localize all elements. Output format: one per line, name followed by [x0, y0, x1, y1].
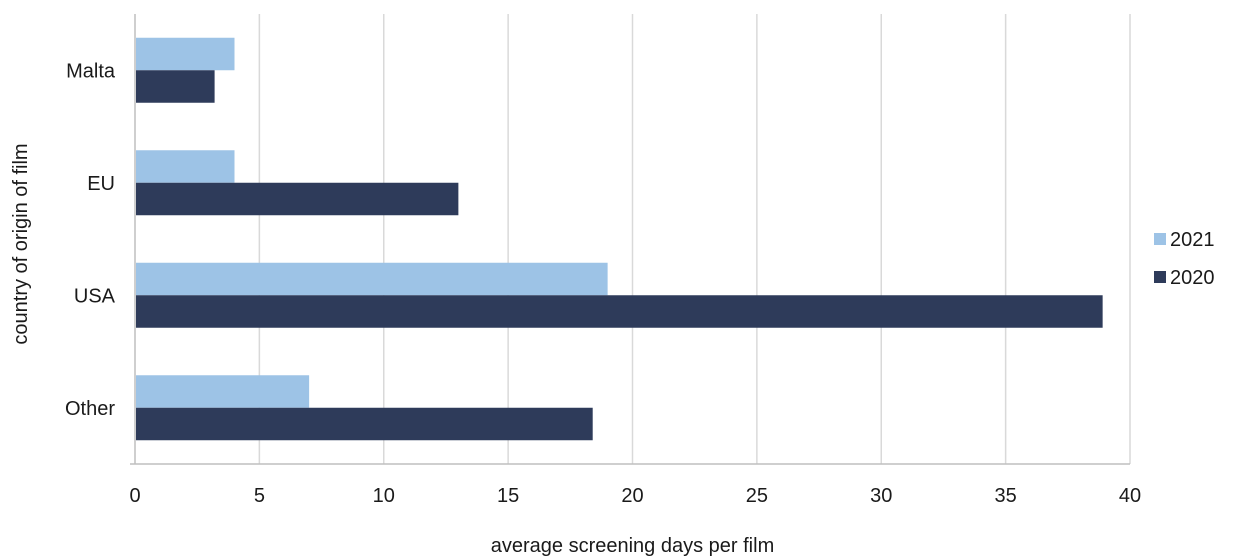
- y-tick-label: EU: [87, 173, 115, 195]
- x-tick-label: 30: [870, 485, 892, 507]
- x-tick-label: 15: [497, 485, 519, 507]
- bar-other-2021: [136, 375, 310, 408]
- bar-malta-2020: [136, 70, 215, 103]
- x-tick-label: 5: [254, 485, 265, 507]
- y-tick-label: Malta: [66, 60, 116, 82]
- x-tick-label: 0: [129, 485, 140, 507]
- x-tick-label: 20: [621, 485, 643, 507]
- legend-label-2020: 2020: [1170, 267, 1215, 289]
- bar-eu-2020: [136, 182, 459, 216]
- x-tick-labels: 0 5 10 15 20 25 30 35 40: [129, 485, 1141, 507]
- x-tick-label: 40: [1119, 485, 1141, 507]
- gridlines: [258, 14, 1131, 464]
- axes: [130, 14, 1130, 465]
- bar-malta-2021: [136, 37, 235, 71]
- bar-other-2020: [136, 407, 593, 441]
- x-tick-label: 35: [995, 485, 1017, 507]
- bar-usa-2021: [136, 262, 608, 296]
- y-axis-title: country of origin of film: [10, 143, 32, 344]
- bar-eu-2021: [136, 150, 235, 183]
- y-tick-labels: Malta EU USA Other: [65, 60, 116, 420]
- bar-usa-2020: [136, 295, 1103, 328]
- x-tick-label: 25: [746, 485, 768, 507]
- x-axis-title: average screening days per film: [491, 535, 774, 557]
- y-tick-label: Other: [65, 398, 115, 420]
- bars: [136, 37, 1103, 441]
- legend-label-2021: 2021: [1170, 229, 1215, 251]
- legend-swatch-2020: [1154, 271, 1166, 283]
- legend: 2021 2020: [1154, 229, 1215, 289]
- legend-swatch-2021: [1154, 233, 1166, 245]
- x-tick-label: 10: [373, 485, 395, 507]
- y-tick-label: USA: [74, 285, 116, 307]
